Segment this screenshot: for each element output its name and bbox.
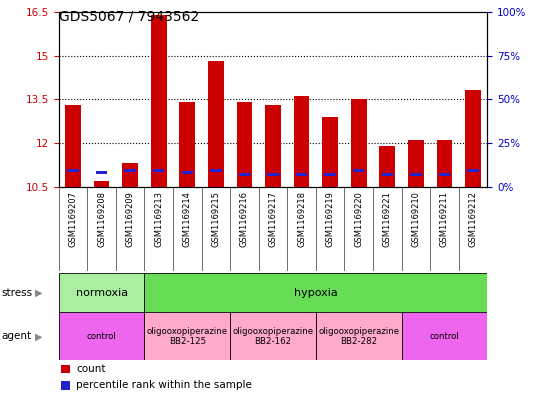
Text: percentile rank within the sample: percentile rank within the sample (76, 380, 252, 390)
Bar (144, 312, 230, 360)
Text: GSM1169212: GSM1169212 (468, 191, 478, 247)
Bar (410, 173, 422, 176)
Text: GSM1169217: GSM1169217 (268, 191, 278, 247)
Text: ▶: ▶ (35, 331, 42, 342)
Text: GSM1169207: GSM1169207 (68, 191, 78, 247)
Text: GSM1169215: GSM1169215 (211, 191, 221, 247)
Text: GSM1169211: GSM1169211 (440, 191, 449, 247)
Bar (467, 169, 479, 172)
Bar (61, 381, 71, 389)
Bar (59, 312, 144, 360)
Bar (316, 312, 402, 360)
Bar (94, 181, 110, 187)
Text: oligooxopiperazine
BB2-162: oligooxopiperazine BB2-162 (232, 327, 314, 346)
Bar (436, 140, 452, 187)
Bar (353, 169, 365, 172)
Bar (230, 312, 316, 360)
Text: GSM1169220: GSM1169220 (354, 191, 363, 247)
Bar (381, 173, 393, 176)
Text: oligooxopiperazine
BB2-125: oligooxopiperazine BB2-125 (147, 327, 228, 346)
Text: GSM1169219: GSM1169219 (325, 191, 335, 247)
Bar (208, 61, 224, 187)
Bar (465, 90, 481, 187)
Bar (402, 312, 487, 360)
Bar (210, 169, 222, 172)
Bar (151, 15, 167, 187)
Bar (267, 173, 279, 176)
Text: ▶: ▶ (35, 288, 42, 298)
Bar (438, 173, 450, 176)
Bar (96, 171, 108, 174)
Bar (124, 169, 136, 172)
Text: stress: stress (1, 288, 32, 298)
Bar (179, 102, 195, 187)
Text: oligooxopiperazine
BB2-282: oligooxopiperazine BB2-282 (318, 327, 399, 346)
Text: control: control (87, 332, 116, 341)
Text: GSM1169210: GSM1169210 (411, 191, 421, 247)
Text: GSM1169208: GSM1169208 (97, 191, 106, 247)
Bar (153, 169, 165, 172)
Bar (65, 105, 81, 187)
Text: GSM1169213: GSM1169213 (154, 191, 164, 247)
Text: control: control (430, 332, 459, 341)
Bar (61, 365, 71, 373)
Bar (122, 163, 138, 187)
Bar (296, 173, 307, 176)
Bar (351, 99, 367, 187)
Text: hypoxia: hypoxia (294, 288, 338, 298)
Bar (324, 173, 336, 176)
Text: agent: agent (1, 331, 31, 342)
Text: count: count (76, 364, 105, 374)
Bar (181, 171, 193, 174)
Bar (379, 146, 395, 187)
Bar (408, 140, 424, 187)
Text: GSM1169214: GSM1169214 (183, 191, 192, 247)
Text: GSM1169216: GSM1169216 (240, 191, 249, 247)
Bar (293, 96, 310, 187)
Bar (59, 273, 144, 312)
Text: GDS5067 / 7943562: GDS5067 / 7943562 (59, 10, 199, 24)
Bar (67, 169, 79, 172)
Text: normoxia: normoxia (76, 288, 128, 298)
Bar (236, 102, 253, 187)
Text: GSM1169221: GSM1169221 (382, 191, 392, 247)
Text: GSM1169218: GSM1169218 (297, 191, 306, 247)
Bar (239, 173, 250, 176)
Bar (144, 273, 487, 312)
Text: GSM1169209: GSM1169209 (125, 191, 135, 247)
Bar (322, 117, 338, 187)
Bar (265, 105, 281, 187)
